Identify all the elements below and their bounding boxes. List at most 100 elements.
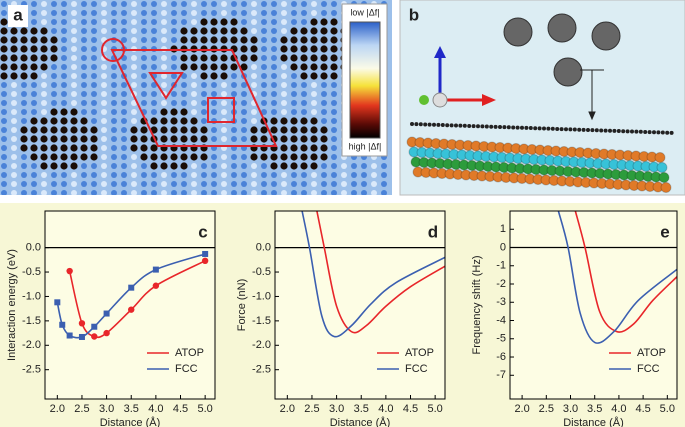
stm-dot — [221, 172, 227, 178]
stm-dot — [30, 54, 38, 62]
model-atoms — [406, 13, 674, 193]
stm-dot — [131, 10, 137, 16]
stm-dot — [151, 91, 157, 97]
stm-dot — [61, 1, 67, 7]
atom — [643, 129, 648, 134]
stm-dot — [51, 1, 57, 7]
atom — [591, 21, 621, 51]
stm-dot — [310, 72, 318, 80]
atom — [550, 126, 555, 131]
stm-dot — [180, 162, 188, 170]
stm-dot — [70, 144, 78, 152]
x-tick-label: 5.0 — [427, 403, 442, 415]
stm-dot — [91, 172, 97, 178]
stm-dot — [330, 63, 338, 71]
atom — [467, 123, 472, 128]
colorbar — [349, 21, 381, 139]
stm-dot — [331, 181, 337, 187]
stm-dot — [190, 135, 198, 143]
stm-dot — [50, 108, 58, 116]
stm-dot — [261, 82, 267, 88]
stm-dot — [71, 55, 77, 61]
stm-dot — [140, 135, 148, 143]
stm-dot — [191, 19, 197, 25]
stm-dot — [300, 162, 308, 170]
stm-dot — [50, 162, 58, 170]
stm-dot — [80, 144, 88, 152]
stm-dot — [0, 72, 8, 80]
stm-dot — [111, 73, 117, 79]
stm-dot — [101, 55, 107, 61]
stm-dot — [320, 18, 328, 26]
stm-dot — [260, 135, 268, 143]
atom — [553, 57, 583, 87]
stm-dot — [290, 126, 298, 134]
stm-dot — [170, 135, 178, 143]
stm-dot — [51, 19, 57, 25]
stm-dot — [71, 28, 77, 34]
stm-dot — [280, 135, 288, 143]
stm-dot — [170, 126, 178, 134]
stm-dot — [330, 45, 338, 53]
stm-dot — [40, 135, 48, 143]
stm-dot — [190, 126, 198, 134]
atom — [462, 123, 467, 128]
y-tick-label: 0 — [500, 241, 506, 253]
x-tick-label: 4.5 — [635, 403, 650, 415]
atom — [652, 130, 656, 135]
stm-dot — [1, 118, 7, 124]
stm-dot — [140, 126, 148, 134]
y-tick-label: -1.5 — [22, 315, 41, 327]
stm-dot — [301, 172, 307, 178]
stm-dot — [161, 37, 167, 43]
marker — [152, 282, 160, 289]
atom — [654, 152, 666, 163]
stm-dot — [280, 126, 288, 134]
stm-dot — [181, 181, 187, 187]
stm-dot — [101, 100, 107, 106]
legend-label: FCC — [637, 363, 660, 375]
stm-dot — [71, 1, 77, 7]
stm-dot — [231, 10, 237, 16]
stm-dot — [90, 135, 98, 143]
stm-dot — [300, 36, 308, 44]
stm-dot — [321, 100, 327, 106]
stm-dot — [71, 46, 77, 52]
stm-dot — [141, 181, 147, 187]
stm-dot — [80, 117, 88, 125]
stm-dot — [81, 55, 87, 61]
stm-dot — [300, 117, 308, 125]
x-tick-label: 3.5 — [124, 403, 139, 415]
marker — [78, 320, 86, 327]
stm-dot — [301, 19, 307, 25]
atom — [423, 122, 428, 127]
x-tick-label: 2.0 — [280, 403, 295, 415]
stm-dot — [250, 135, 258, 143]
stm-dot — [121, 136, 127, 142]
stm-dot — [270, 162, 278, 170]
stm-dot — [141, 163, 147, 169]
stm-dot — [240, 27, 248, 35]
stm-dot — [1, 91, 7, 97]
x-tick-label: 3.0 — [563, 403, 578, 415]
stm-dot — [231, 163, 237, 169]
stm-dot — [91, 100, 97, 106]
stm-dot — [241, 100, 247, 106]
stm-dot — [311, 181, 317, 187]
stm-dot — [301, 190, 307, 195]
stm-dot — [91, 1, 97, 7]
stm-dot — [20, 27, 28, 35]
series-line — [316, 211, 445, 334]
stm-dot — [201, 163, 207, 169]
atom — [586, 128, 590, 132]
stm-dot — [151, 190, 157, 195]
stm-dot — [211, 163, 217, 169]
stm-dot — [121, 181, 127, 187]
label-box — [8, 5, 28, 27]
stm-dot — [330, 54, 338, 62]
atom — [502, 125, 507, 130]
plot-area — [275, 211, 445, 399]
stm-dot — [60, 108, 68, 116]
stm-dot — [261, 109, 267, 115]
stm-dot — [230, 63, 238, 71]
